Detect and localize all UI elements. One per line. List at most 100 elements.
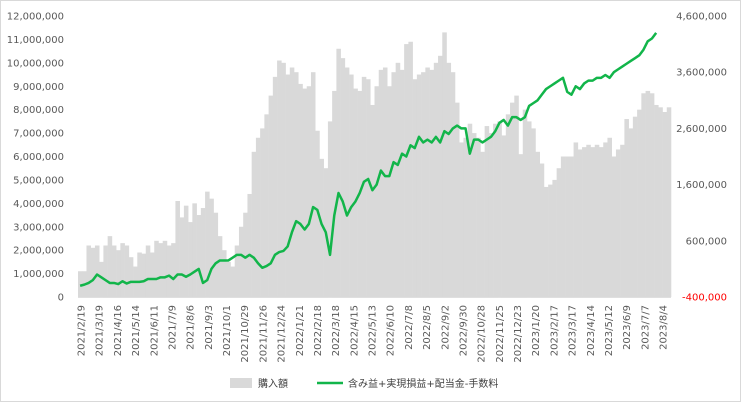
bar [99,261,104,298]
x-tick-label: 2021/5/14 [131,305,142,356]
bar [433,62,439,297]
bar [620,144,625,297]
line-path [79,32,658,287]
bar [162,240,168,297]
bar [175,200,180,297]
bar [353,88,358,297]
bar [476,137,481,297]
bar [501,135,507,297]
bar [577,149,583,297]
x-tick-label: 2021/2/19 [77,305,88,356]
bar [526,121,532,298]
x-tick-label: 2021/7/9 [167,305,178,350]
right-tick-label: 600,000 [686,236,727,247]
legend-line-label: 含み益+実現損益+配当金-手数料 [348,377,498,390]
bar [141,253,147,297]
bar [463,137,468,297]
bar [518,154,524,297]
left-tick-label: 5,000,000 [13,175,64,186]
bar [531,128,536,297]
x-axis-ticks: 2021/2/19 2021/3/19 2021/4/16 2021/5/14 2021… [77,305,670,363]
bar-series [78,32,672,298]
bar [615,149,621,297]
x-tick-label: 2021/4/16 [113,305,124,356]
bar [234,245,240,297]
bar [586,144,591,297]
bar [387,86,392,297]
bar [268,95,274,298]
left-tick-label: 6,000,000 [13,152,64,163]
x-tick-label: 2022/9/30 [458,305,469,356]
bar [370,104,375,297]
bar [382,67,388,298]
bar [467,123,473,297]
bar [666,107,672,297]
legend: 購入額 含み益+実現損益+配当金-手数料 [230,377,498,390]
bar [137,252,142,297]
x-tick-label: 2021/11/26 [258,305,269,363]
bar [94,245,100,297]
bar [327,121,333,298]
bar [205,191,210,298]
bar [658,107,663,297]
bar [645,90,651,298]
bar [336,48,341,297]
bar [222,250,227,297]
bar [450,72,456,297]
bar [569,156,574,297]
left-tick-label: 12,000,000 [7,12,64,23]
bar [607,137,612,297]
bar [145,245,151,297]
bar [459,142,464,297]
bar [344,67,350,298]
x-tick-label: 2022/4/15 [349,305,360,356]
bar [247,193,252,297]
bar [340,58,346,298]
bar [412,79,418,297]
bar [272,76,278,297]
bar [548,184,553,297]
bar [603,142,608,297]
x-tick-label: 2023/5/12 [604,305,615,356]
x-tick-label: 2022/12/23 [513,305,524,363]
bar [192,203,197,297]
x-tick-label: 2021/3/19 [95,305,106,356]
bar [505,114,511,297]
bar [416,74,422,297]
bar [399,69,405,297]
legend-bar-swatch [230,378,252,388]
bar [556,168,562,297]
left-axis-ticks: 0 1,000,000 2,000,000 3,000,000 4,000,000 5,0… [7,12,64,304]
bar [632,116,638,297]
bar [404,44,409,297]
bar [298,83,303,297]
bar [310,72,316,297]
bar [598,147,604,297]
bar [421,72,426,297]
right-tick-label: 1,600,000 [676,180,727,191]
bar [264,114,269,297]
bar [154,240,159,297]
bar [539,163,545,297]
bar [408,41,413,298]
bar [107,236,113,297]
bar [471,133,477,297]
bar [493,123,498,297]
x-tick-label: 2022/5/13 [368,305,379,356]
bar [289,67,295,298]
bar [582,147,587,297]
left-tick-label: 0 [58,293,64,304]
bar [446,62,452,297]
bar [90,247,96,297]
bar [124,245,130,297]
bar [535,151,540,297]
bar [497,121,502,298]
bar [395,62,401,297]
bar [442,32,447,297]
bar [488,133,494,297]
left-tick-label: 2,000,000 [13,246,64,257]
bar [103,245,108,297]
bar [552,179,557,297]
bar [116,250,121,297]
